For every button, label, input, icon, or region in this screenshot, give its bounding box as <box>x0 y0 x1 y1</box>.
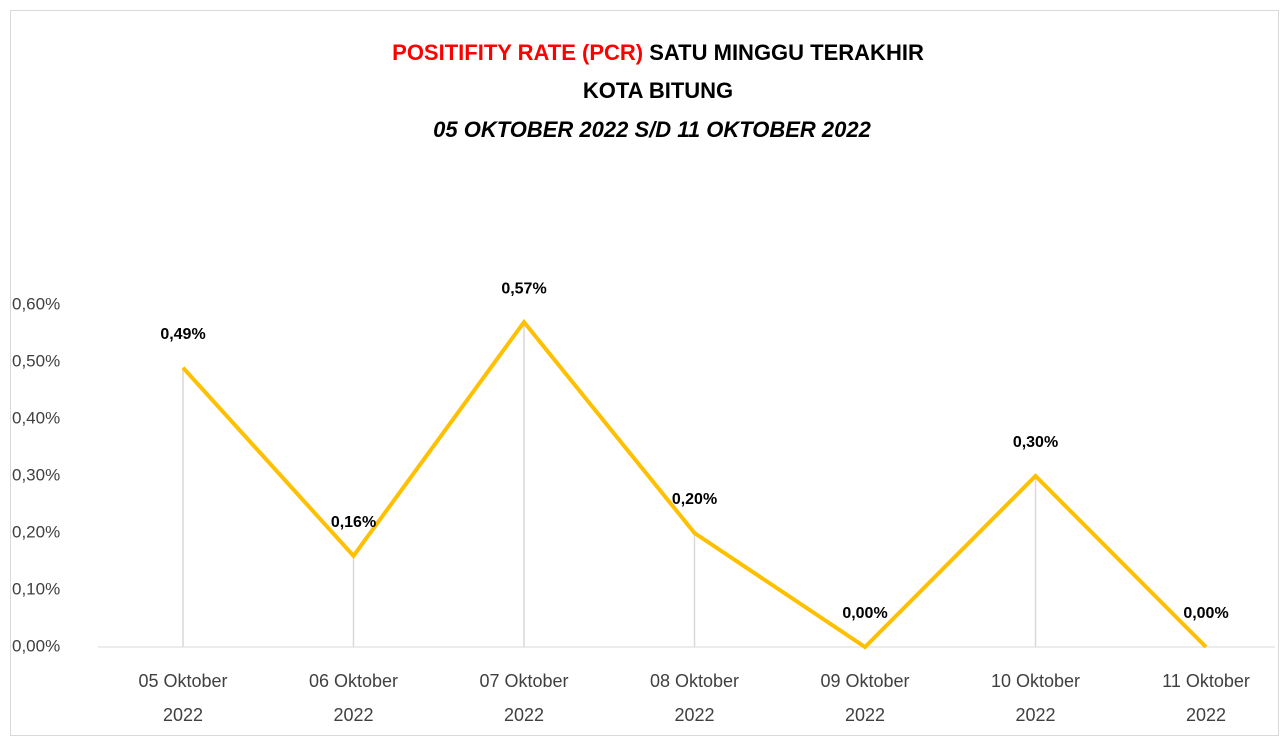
y-tick-label: 0,40% <box>12 408 60 427</box>
subtitle: 05 OKTOBER 2022 S/D 11 OKTOBER 2022 <box>433 117 872 142</box>
x-tick-label: 2022 <box>333 705 373 725</box>
y-tick-label: 0,50% <box>12 351 60 370</box>
x-tick-label: 2022 <box>163 705 203 725</box>
y-tick-label: 0,20% <box>12 522 60 541</box>
data-line <box>181 318 1208 650</box>
y-tick-label: 0,00% <box>12 636 60 655</box>
subtitle: KOTA BITUNG <box>583 78 733 103</box>
data-label: 0,00% <box>842 605 887 622</box>
y-tick-label: 0,10% <box>12 579 60 598</box>
x-tick-label: 09 Oktober <box>820 671 909 691</box>
x-tick-label: 06 Oktober <box>309 671 398 691</box>
data-label: 0,16% <box>331 514 376 531</box>
x-tick-label: 2022 <box>1186 705 1226 725</box>
data-label: 0,30% <box>1013 434 1058 451</box>
x-tick-label: 2022 <box>1015 705 1055 725</box>
title-highlight: POSITIFITY RATE (PCR) <box>392 40 643 65</box>
x-tick-label: 11 Oktober <box>1162 671 1250 691</box>
x-tick-label: 05 Oktober <box>138 671 227 691</box>
x-tick-label: 07 Oktober <box>479 671 568 691</box>
data-label: 0,20% <box>672 491 717 508</box>
y-tick-label: 0,30% <box>12 465 60 484</box>
chart-title: POSITIFITY RATE (PCR) SATU MINGGU TERAKH… <box>392 40 924 65</box>
x-tick-label: 10 Oktober <box>991 671 1080 691</box>
y-tick-label: 0,60% <box>12 294 60 313</box>
x-tick-label: 2022 <box>845 705 885 725</box>
x-tick-label: 2022 <box>504 705 544 725</box>
title-rest: SATU MINGGU TERAKHIR <box>649 40 924 65</box>
x-tick-label: 2022 <box>674 705 714 725</box>
data-label: 0,57% <box>501 280 546 297</box>
x-tick-label: 08 Oktober <box>650 671 739 691</box>
data-label: 0,49% <box>160 326 205 343</box>
chart-border <box>10 10 1279 736</box>
data-label: 0,00% <box>1183 605 1228 622</box>
